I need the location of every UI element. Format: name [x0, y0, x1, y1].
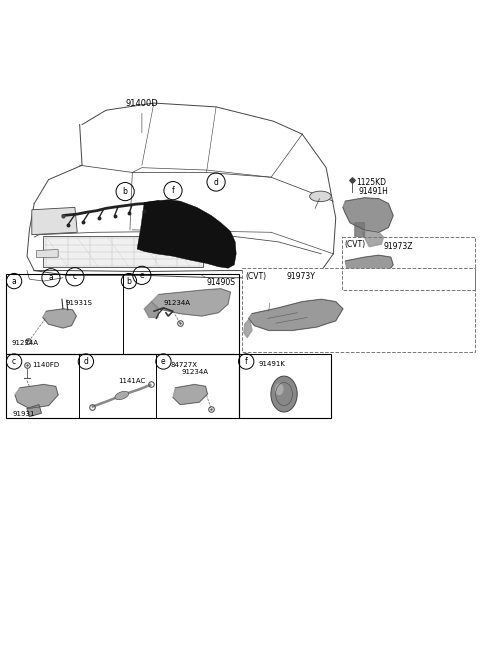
Polygon shape [343, 198, 393, 232]
Text: 91234A: 91234A [163, 300, 191, 306]
Polygon shape [27, 405, 41, 417]
Ellipse shape [310, 191, 331, 201]
Text: (CVT): (CVT) [344, 240, 365, 249]
Text: f: f [245, 357, 248, 366]
Text: b: b [123, 187, 128, 196]
Text: a: a [12, 277, 16, 285]
Bar [342, 237, 475, 290]
Text: 91973Z: 91973Z [384, 242, 413, 251]
Text: e: e [161, 357, 166, 366]
Polygon shape [360, 277, 379, 290]
Polygon shape [15, 384, 58, 409]
Text: a: a [48, 274, 53, 282]
Text: 1141AC: 1141AC [118, 379, 145, 384]
Polygon shape [43, 309, 76, 328]
Polygon shape [355, 222, 364, 237]
Text: 1140FD: 1140FD [32, 362, 59, 368]
Bar [43, 236, 203, 267]
Polygon shape [173, 384, 207, 405]
Polygon shape [244, 318, 252, 338]
Text: 91490S: 91490S [206, 277, 236, 287]
Ellipse shape [275, 383, 284, 396]
Polygon shape [144, 302, 158, 318]
Text: c: c [12, 357, 16, 366]
Text: (CVT): (CVT) [246, 272, 267, 281]
Bar [242, 268, 475, 352]
Polygon shape [152, 289, 230, 316]
Text: 91400D: 91400D [125, 99, 158, 133]
Polygon shape [36, 249, 58, 258]
Polygon shape [345, 255, 393, 280]
Bar [6, 354, 239, 418]
Text: 91234A: 91234A [181, 369, 209, 375]
Text: e: e [140, 271, 144, 280]
Text: 91491H: 91491H [359, 187, 389, 196]
Text: 91234A: 91234A [11, 340, 38, 346]
Polygon shape [362, 230, 384, 247]
Text: 91931: 91931 [12, 411, 35, 417]
Polygon shape [137, 199, 236, 268]
Text: 91973Y: 91973Y [287, 272, 316, 281]
Text: 91491K: 91491K [258, 361, 285, 367]
Text: c: c [73, 272, 77, 281]
Text: 91931S: 91931S [65, 300, 92, 306]
Text: f: f [172, 186, 174, 195]
Ellipse shape [271, 376, 297, 412]
Polygon shape [249, 299, 343, 331]
Text: d: d [84, 357, 88, 366]
Text: 84727X: 84727X [170, 362, 198, 368]
Ellipse shape [115, 392, 129, 400]
Polygon shape [32, 207, 77, 235]
Bar [6, 274, 239, 354]
Text: 1125KD: 1125KD [356, 178, 386, 186]
Text: b: b [127, 277, 132, 285]
Text: d: d [214, 178, 218, 186]
Bar [239, 354, 331, 418]
